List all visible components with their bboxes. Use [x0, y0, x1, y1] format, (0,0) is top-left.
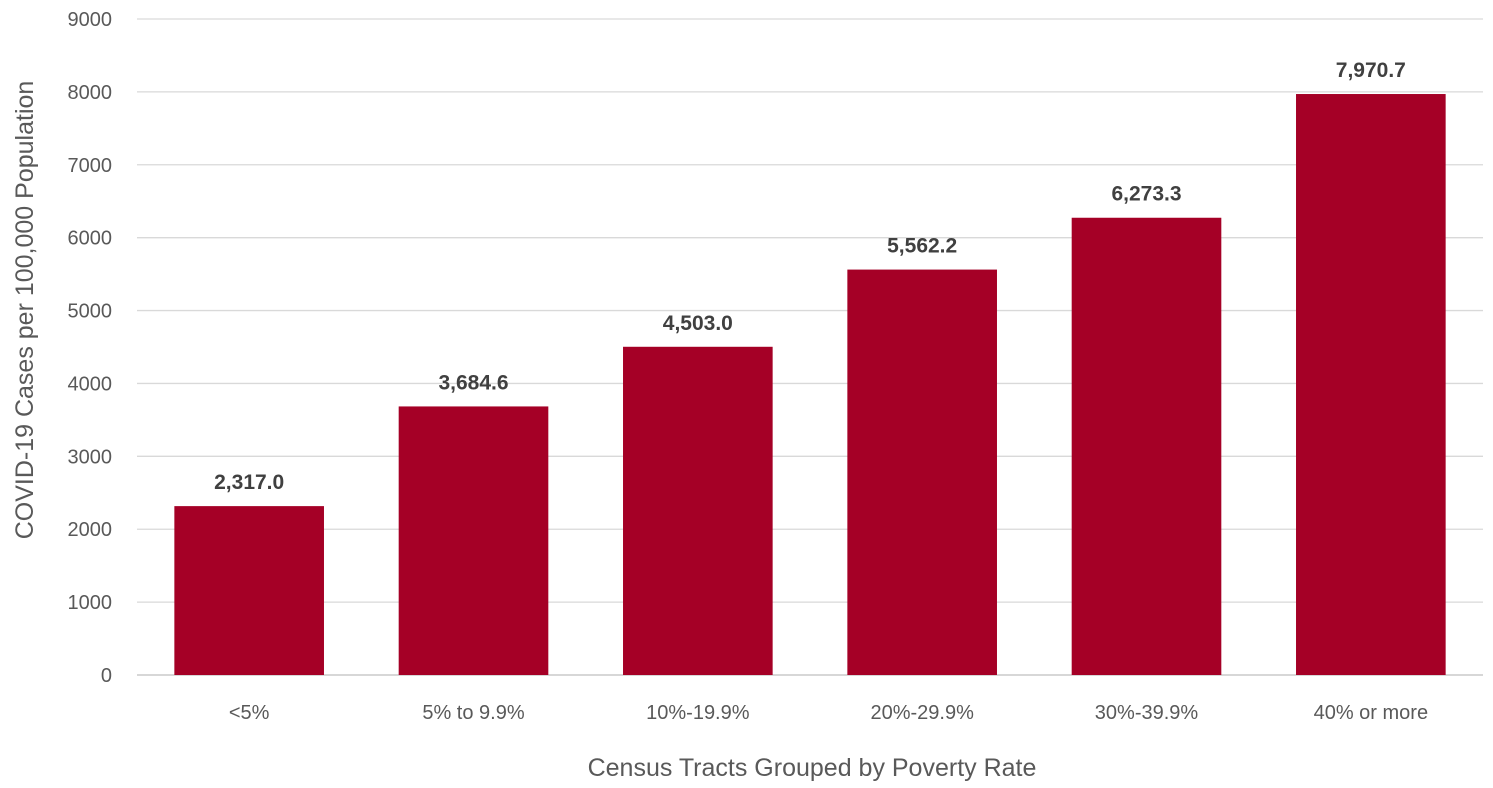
- bar-value-label: 3,684.6: [438, 371, 508, 394]
- x-tick-label: 30%-39.9%: [1095, 702, 1199, 724]
- y-tick-label: 8000: [68, 82, 113, 104]
- y-tick-label: 7000: [68, 155, 113, 177]
- y-tick-label: 6000: [68, 228, 113, 250]
- y-axis-title: COVID-19 Cases per 100,000 Population: [11, 81, 39, 540]
- y-tick-label: 5000: [68, 301, 113, 323]
- x-tick-label: <5%: [229, 702, 270, 724]
- x-axis-title: Census Tracts Grouped by Poverty Rate: [588, 754, 1037, 782]
- y-tick-label: 0: [101, 665, 112, 687]
- y-tick-label: 9000: [68, 9, 113, 31]
- bar: [398, 406, 549, 675]
- y-tick-label: 2000: [68, 519, 113, 541]
- bar-value-label: 4,503.0: [663, 312, 733, 335]
- bar: [1071, 217, 1222, 675]
- bar: [174, 506, 324, 675]
- y-tick-label: 3000: [68, 446, 113, 468]
- x-tick-label: 40% or more: [1314, 702, 1429, 724]
- x-axis-ticks: <5% 5% to 9.9% 10%-19.9% 20%-29.9% 30%-39.9%…: [229, 702, 1428, 724]
- bar-value-label: 5,562.2: [887, 235, 957, 258]
- bars: [174, 94, 1446, 675]
- x-tick-label: 5% to 9.9%: [422, 702, 525, 724]
- bar: [623, 346, 773, 675]
- x-tick-label: 20%-29.9%: [870, 702, 974, 724]
- bar: [847, 269, 997, 675]
- x-tick-label: 10%-19.9%: [646, 702, 750, 724]
- y-tick-label: 4000: [68, 373, 113, 395]
- bar-value-label: 2,317.0: [214, 471, 284, 494]
- bar-value-label: 7,970.7: [1336, 59, 1406, 82]
- y-tick-label: 1000: [68, 592, 113, 614]
- bar-value-label: 6,273.3: [1111, 183, 1181, 206]
- gridlines: [137, 18, 1483, 676]
- y-axis-ticks: 0 1000 2000 3000 4000 5000 6000 7000 8000 9000: [68, 9, 113, 687]
- data-labels: 2,317.0 3,684.6 4,503.0 5,562.2 6,273.3 7,970…: [214, 59, 1406, 494]
- bar: [1296, 94, 1446, 675]
